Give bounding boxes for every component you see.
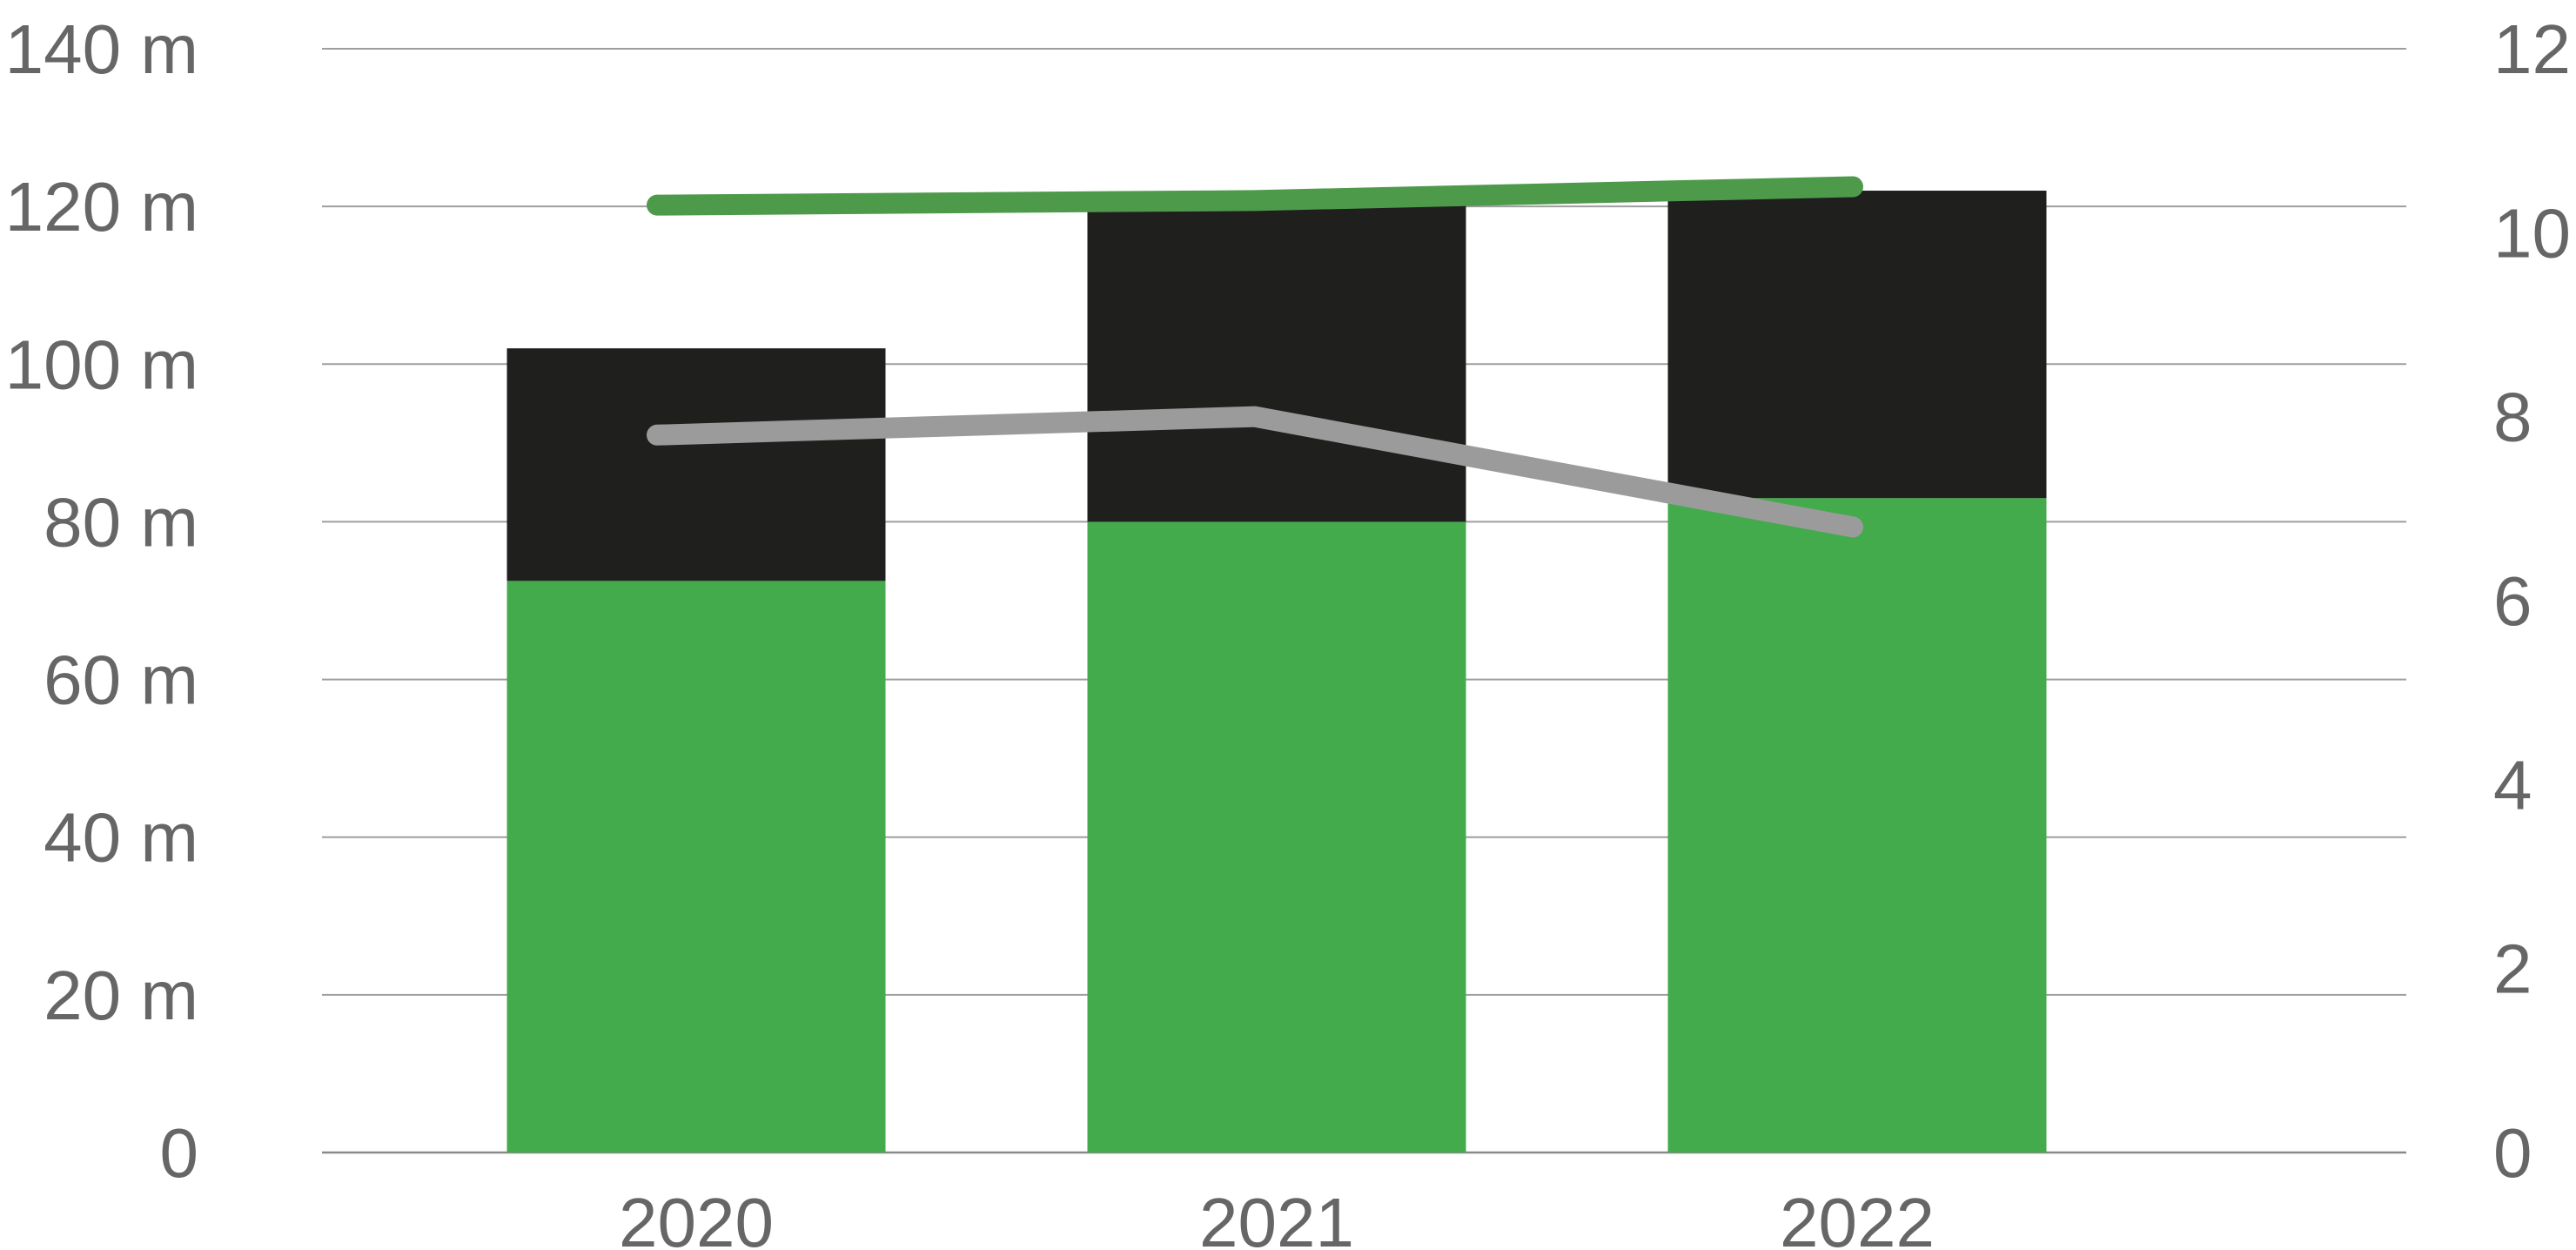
right-y-tick-label: 10: [2493, 194, 2571, 272]
right-y-tick-label: 6: [2493, 562, 2532, 640]
x-axis-ticks: 2020 2021 2022: [619, 1184, 1935, 1250]
left-y-tick-label: 120 m: [5, 168, 198, 245]
right-y-tick-label: 8: [2493, 379, 2532, 456]
x-tick-label: 2021: [1199, 1184, 1354, 1250]
bar-segment-2-2021: [1087, 198, 1466, 522]
left-y-tick-label: 0: [160, 1114, 199, 1192]
left-y-tick-label: 80 m: [44, 483, 198, 561]
bar-segment-1-2021: [1087, 521, 1466, 1153]
right-y-tick-label: 2: [2493, 931, 2532, 1008]
left-y-tick-label: 20 m: [44, 957, 198, 1034]
left-y-axis-ticks: 0 20 m 40 m 60 m 80 m 100 m 120 m 140 m: [5, 10, 198, 1192]
line-series: [647, 176, 1863, 538]
bar-segment-1-2020: [506, 581, 886, 1153]
bar-segment-1-2022: [1667, 498, 2047, 1153]
left-y-tick-label: 140 m: [5, 10, 198, 88]
right-y-tick-label: 12: [2493, 10, 2571, 88]
right-y-tick-label: 4: [2493, 746, 2532, 823]
left-y-tick-label: 40 m: [44, 799, 198, 877]
left-y-tick-label: 60 m: [44, 642, 198, 719]
bar-segment-2-2022: [1667, 191, 2047, 499]
bar-segment-2-2020: [506, 348, 886, 581]
x-tick-label: 2022: [1780, 1184, 1935, 1250]
left-y-tick-label: 100 m: [5, 326, 198, 403]
x-tick-label: 2020: [619, 1184, 774, 1250]
right-y-tick-label: 0: [2493, 1114, 2532, 1192]
bar-series: [506, 191, 2047, 1153]
right-y-axis-ticks: 0 2 4 6 8 10 12: [2493, 10, 2571, 1192]
